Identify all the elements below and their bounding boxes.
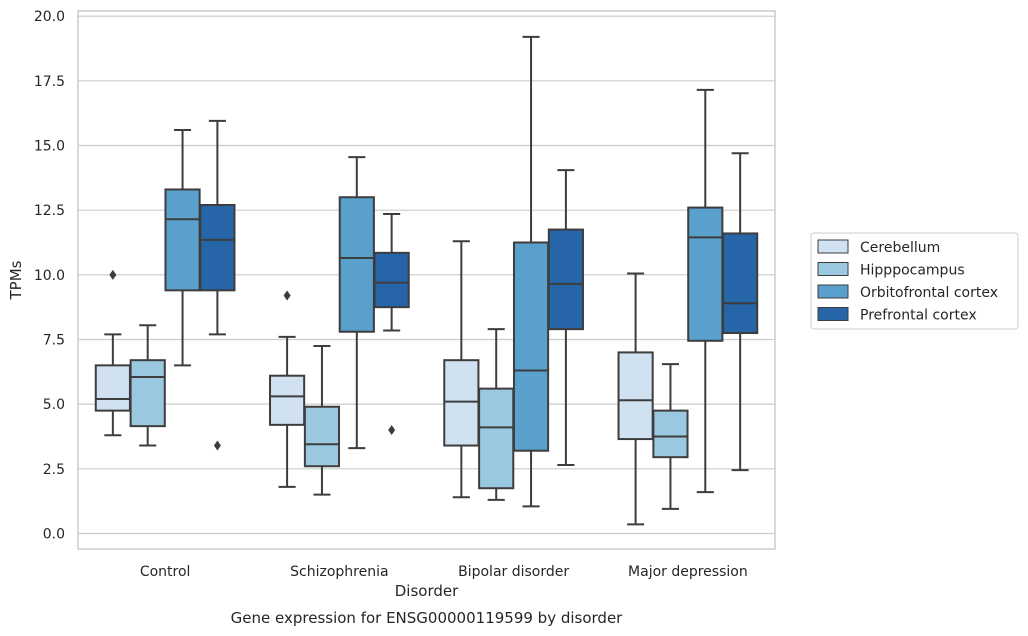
box-iqr (652, 409, 689, 459)
box-iqr (443, 359, 480, 447)
legend-swatch (817, 307, 849, 321)
y-axis-ticks: 0.0 2.5 5.0 7.5 10.0 12.5 15.0 17.5 20.0 (34, 9, 65, 542)
y-tick-label: 10.0 (34, 268, 65, 284)
box-hipppocampus (129, 324, 166, 447)
box-iqr (512, 241, 550, 452)
box-iqr (199, 203, 236, 292)
x-tick-label: Schizophrenia (290, 564, 388, 580)
outlier-point (109, 269, 117, 280)
chart-caption: Gene expression for ENSG00000119599 by d… (231, 609, 624, 627)
gridlines (78, 15, 775, 535)
y-tick-label: 15.0 (34, 139, 65, 155)
box-prefrontal-cortex (547, 169, 584, 466)
box-iqr (722, 232, 759, 335)
x-tick-label: Major depression (628, 564, 748, 580)
y-tick-label: 20.0 (34, 9, 65, 25)
x-tick-label: Bipolar disorder (458, 564, 569, 580)
box-iqr (94, 364, 131, 412)
box-orbitofrontal-cortex (164, 128, 201, 367)
box-iqr (164, 188, 201, 292)
y-tick-label: 7.5 (43, 332, 65, 348)
x-axis-label: Disorder (395, 582, 459, 600)
y-tick-label: 17.5 (34, 74, 65, 90)
boxes (94, 35, 759, 526)
outlier-point (283, 290, 291, 301)
outlier-point (388, 425, 396, 436)
y-tick-label: 2.5 (43, 462, 65, 478)
legend-swatch (817, 239, 849, 254)
box-iqr (478, 387, 515, 490)
box-iqr (373, 251, 410, 309)
box-iqr (129, 359, 166, 428)
x-tick-label: Control (140, 564, 191, 580)
box-orbitofrontal-cortex (512, 35, 550, 508)
box-cerebellum (94, 269, 131, 437)
box-cerebellum (617, 272, 654, 526)
legend-label: Orbitofrontal cortex (860, 285, 998, 301)
box-orbitofrontal-cortex (338, 156, 375, 450)
legend-swatch (817, 262, 849, 276)
legend-swatch (817, 284, 849, 299)
legend-frame (810, 232, 1019, 330)
x-axis-ticks: Control Schizophrenia Bipolar disorder Majo… (140, 564, 748, 580)
box-prefrontal-cortex (722, 152, 759, 472)
box-prefrontal-cortex (199, 119, 236, 451)
box-cerebellum (443, 240, 480, 499)
y-tick-label: 0.0 (43, 526, 65, 542)
box-iqr (303, 405, 341, 468)
box-hipppocampus (478, 328, 515, 501)
y-tick-label: 12.5 (34, 203, 65, 219)
box-cerebellum (269, 290, 306, 488)
legend-label: Hipppocampus (860, 263, 965, 279)
y-tick-label: 5.0 (43, 397, 65, 413)
plot-frame (77, 10, 776, 550)
box-iqr (547, 228, 584, 331)
box-iqr (617, 351, 654, 441)
y-axis-label: TPMs (7, 260, 25, 300)
box-iqr (338, 196, 375, 333)
legend: Cerebellum Hipppocampus Orbitofrontal cort… (810, 232, 1019, 330)
box-prefrontal-cortex (373, 213, 410, 436)
box-hipppocampus (652, 363, 689, 510)
legend-label: Prefrontal cortex (860, 308, 977, 324)
box-hipppocampus (303, 344, 341, 496)
box-iqr (269, 374, 306, 426)
box-orbitofrontal-cortex (687, 88, 724, 494)
box-iqr (687, 206, 724, 342)
legend-label: Cerebellum (860, 240, 940, 256)
outlier-point (213, 440, 221, 451)
